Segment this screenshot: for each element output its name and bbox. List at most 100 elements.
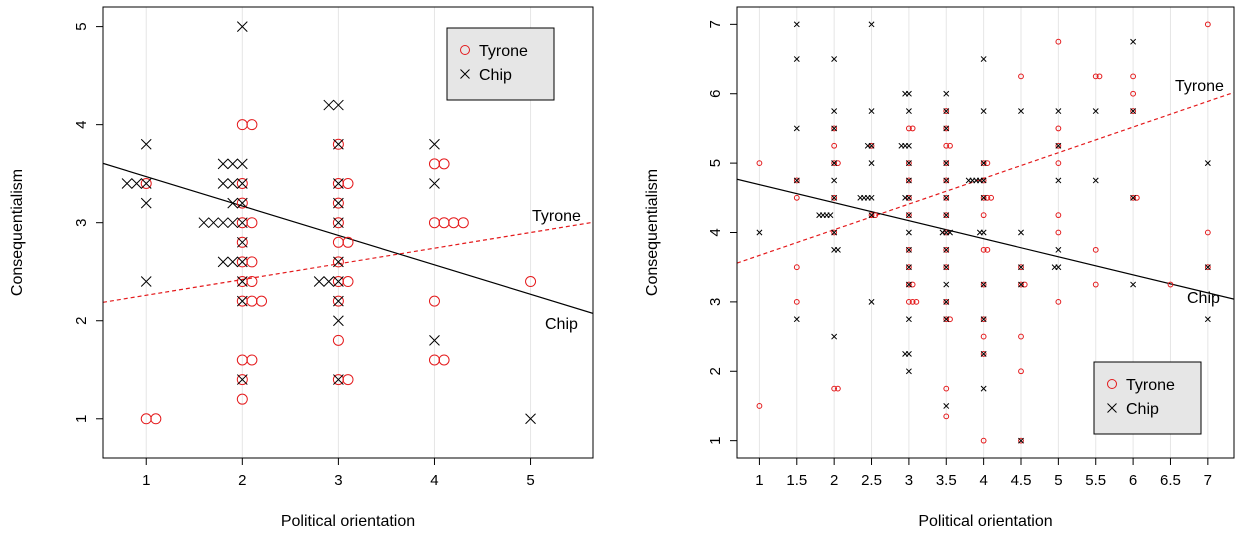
point-chip [333, 315, 344, 327]
point-chip [831, 160, 838, 167]
point-chip [217, 217, 229, 229]
fit-line-tyrone [103, 221, 593, 303]
point-tyrone [872, 212, 879, 219]
point-tyrone [525, 276, 537, 288]
y-tick-label: 3 [73, 219, 90, 227]
point-chip [227, 256, 239, 268]
legend-marker-tyrone [1107, 379, 1117, 389]
point-chip [1018, 264, 1024, 271]
point-chip [121, 178, 133, 189]
point-chip [980, 177, 987, 184]
point-chip [333, 256, 344, 268]
fit-line-label-tyrone: Tyrone [532, 208, 581, 225]
point-chip [323, 99, 335, 111]
point-tyrone [984, 160, 991, 167]
point-tyrone [448, 217, 460, 229]
point-chip [905, 177, 912, 184]
point-chip [333, 374, 344, 385]
point-chip [831, 194, 838, 201]
legend-marker-tyrone [460, 45, 470, 55]
point-chip [868, 212, 875, 219]
x-tick-label: 1 [142, 472, 150, 489]
point-chip [831, 108, 838, 115]
point-tyrone [834, 160, 841, 167]
chart-panel-2: Tyrone Chip 1 1.5 2 2.5 3 3.5 4 4.5 5 5.5 6 6.5 7 1 2 3 4 5… [644, 6, 1235, 530]
point-chip [943, 403, 950, 409]
point-chip [333, 197, 344, 209]
point-tyrone [947, 316, 953, 323]
point-tyrone [236, 374, 248, 386]
point-chip [333, 217, 344, 229]
fit-line-label-chip: Chip [545, 316, 578, 333]
point-chip [943, 108, 950, 115]
point-chip [756, 229, 763, 236]
point-tyrone [246, 256, 258, 268]
point-tyrone [1167, 281, 1174, 288]
point-tyrone [943, 246, 950, 253]
point-tyrone [831, 142, 838, 149]
point-chip [1092, 177, 1099, 184]
point-tyrone [980, 212, 987, 219]
point-chip [1018, 437, 1024, 444]
point-tyrone [913, 298, 920, 305]
x-tick-label: 6.5 [1160, 472, 1181, 489]
point-tyrone [980, 333, 987, 340]
point-chip [831, 177, 838, 184]
point-chip [236, 178, 248, 189]
fit-line-chip [737, 178, 1234, 300]
point-tyrone [909, 298, 916, 305]
point-tyrone [1133, 194, 1140, 201]
point-chip [140, 138, 152, 150]
y-tick-label: 1 [73, 415, 90, 423]
point-chip [793, 177, 800, 184]
legend-box [1093, 361, 1202, 435]
point-tyrone [332, 217, 344, 229]
point-chip [313, 276, 325, 287]
point-tyrone [1092, 246, 1099, 253]
legend: Tyrone Chip [446, 27, 555, 101]
point-chip [227, 217, 239, 229]
x-tick-label: 6 [1129, 472, 1137, 489]
point-chip [905, 212, 912, 219]
point-tyrone [1055, 229, 1062, 236]
y-tick-label: 2 [73, 317, 90, 325]
point-chip [905, 160, 912, 167]
point-chip [980, 350, 987, 357]
point-tyrone [980, 160, 987, 167]
point-tyrone [834, 385, 841, 392]
point-chip [1018, 229, 1024, 236]
point-tyrone [905, 160, 912, 167]
point-tyrone [947, 142, 953, 149]
point-chip [943, 281, 950, 288]
point-tyrone [943, 142, 950, 149]
point-tyrone [1092, 73, 1099, 80]
point-chip [831, 125, 838, 132]
point-chip [217, 158, 229, 170]
point-tyrone [1018, 368, 1024, 375]
point-chip [1130, 194, 1137, 201]
point-chip [429, 334, 440, 346]
point-tyrone [246, 295, 258, 307]
x-tick-label: 1.5 [786, 472, 807, 489]
point-tyrone [1018, 264, 1024, 271]
point-tyrone [980, 437, 987, 444]
point-chip [943, 125, 950, 132]
y-tick-label: 6 [707, 90, 724, 98]
point-tyrone [943, 177, 950, 184]
point-chip [831, 56, 838, 62]
point-tyrone [909, 125, 916, 132]
point-chip [1204, 316, 1211, 323]
legend-marker-chip [1107, 403, 1117, 413]
point-chip [980, 194, 987, 201]
point-tyrone [984, 246, 991, 253]
x-tick-label: 4 [430, 472, 438, 489]
point-chip [980, 56, 987, 62]
point-chip [140, 276, 152, 287]
legend-label-chip: Chip [479, 67, 512, 84]
point-tyrone [256, 295, 268, 307]
point-chip [905, 194, 912, 201]
point-chip [429, 178, 440, 189]
point-tyrone [980, 194, 987, 201]
point-tyrone [943, 385, 950, 392]
x-tick-label: 7 [1204, 472, 1212, 489]
